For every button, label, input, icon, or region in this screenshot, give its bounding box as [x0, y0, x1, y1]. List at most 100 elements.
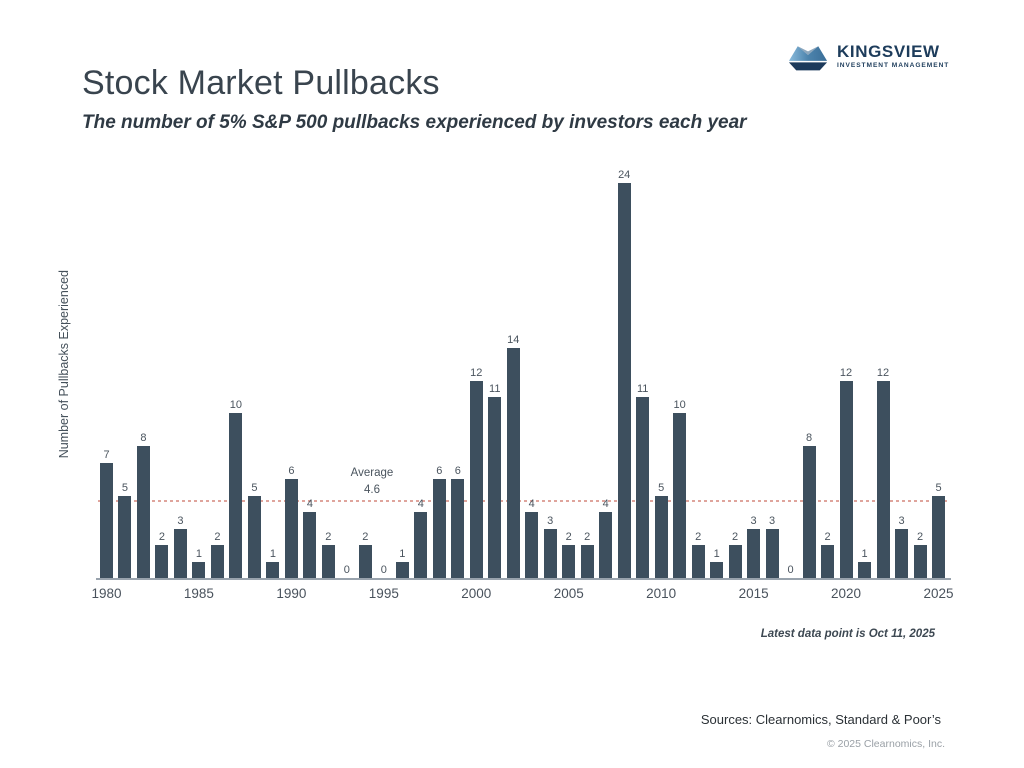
bar-2005: [562, 545, 576, 578]
bar-2014: [728, 545, 742, 578]
bar-value-label-2008: 24: [618, 169, 631, 181]
bar-value-label-2025: 5: [935, 481, 942, 494]
x-tick-2000: 2000: [461, 586, 492, 601]
crown-icon: [788, 46, 828, 71]
bar-2001: [488, 396, 502, 578]
bar-value-label-2004: 3: [547, 514, 554, 527]
bar-2000: [469, 380, 483, 578]
bar-2004: [543, 528, 557, 578]
bar-value-label-2017: 0: [787, 564, 794, 576]
bar-2007: [599, 512, 613, 578]
bar-value-label-1986: 2: [214, 531, 221, 544]
bar-1981: [118, 495, 132, 578]
bar-1989: [266, 561, 280, 578]
bar-1987: [229, 413, 243, 578]
bar-1982: [136, 446, 150, 578]
bar-value-label-1997: 4: [417, 498, 424, 511]
bar-1994: [358, 545, 372, 578]
x-tick-1985: 1985: [183, 586, 214, 601]
bar-2025: [932, 495, 945, 578]
bar-value-label-2010: 5: [658, 481, 665, 494]
page-title: Stock Market Pullbacks: [82, 64, 440, 102]
bar-1983: [155, 545, 169, 578]
bar-2024: [913, 545, 927, 578]
bar-value-label-1982: 8: [140, 432, 147, 445]
bar-value-label-1998: 6: [436, 465, 443, 478]
bar-1998: [432, 479, 446, 578]
bar-1999: [451, 479, 465, 578]
bar-value-label-1988: 5: [251, 481, 258, 494]
average-label-value: 4.6: [364, 483, 380, 496]
bar-2013: [710, 561, 724, 578]
bar-1992: [321, 545, 335, 578]
bar-value-label-1989: 1: [269, 547, 276, 560]
x-tick-1980: 1980: [91, 586, 122, 601]
bar-1985: [192, 561, 206, 578]
bar-value-label-1985: 1: [195, 547, 202, 560]
bar-2009: [636, 396, 650, 578]
bar-2006: [580, 545, 594, 578]
logo-name: KINGSVIEW: [837, 42, 940, 62]
bar-2002: [506, 347, 520, 578]
average-line: [98, 500, 949, 503]
bar-1986: [210, 545, 224, 578]
bar-2016: [765, 528, 779, 578]
bar-value-label-1996: 1: [399, 547, 406, 560]
bar-value-label-1995: 0: [380, 564, 387, 576]
average-label: Average 4.6: [340, 465, 404, 498]
bar-value-label-2019: 2: [824, 531, 831, 544]
bar-value-label-2002: 14: [507, 333, 520, 346]
copyright-text: © 2025 Clearnomics, Inc.: [826, 738, 945, 750]
bar-value-label-2020: 12: [839, 366, 853, 379]
page-subtitle: The number of 5% S&P 500 pullbacks exper…: [82, 112, 747, 133]
bar-1980: [100, 462, 113, 578]
bar-value-label-2007: 4: [602, 498, 609, 511]
bar-value-label-2013: 1: [713, 547, 720, 560]
bar-2003: [525, 512, 539, 578]
x-tick-2025: 2025: [923, 586, 954, 601]
bar-2010: [654, 495, 668, 578]
logo-tagline: INVESTMENT MANAGEMENT: [837, 62, 950, 70]
bar-value-label-1983: 2: [158, 531, 166, 544]
bar-value-label-2016: 3: [769, 514, 776, 527]
bar-2023: [895, 528, 909, 578]
bar-2008: [617, 183, 631, 578]
bar-1997: [414, 512, 428, 578]
x-tick-2005: 2005: [553, 586, 584, 601]
bar-1988: [247, 495, 261, 578]
bar-value-label-2011: 10: [673, 399, 686, 412]
bar-value-label-1984: 3: [177, 514, 184, 527]
bar-value-label-1980: 7: [103, 448, 110, 461]
latest-data-note: Latest data point is Oct 11, 2025: [760, 628, 935, 640]
bar-value-label-1994: 2: [362, 531, 369, 544]
x-tick-2010: 2010: [646, 586, 677, 601]
bar-value-label-2014: 2: [732, 531, 739, 544]
bar-value-label-2015: 3: [750, 514, 757, 527]
bar-value-label-1993: 0: [343, 564, 350, 576]
bar-value-label-2009: 11: [636, 382, 649, 395]
y-axis-label: Number of Pullbacks Experienced: [57, 270, 71, 459]
sources-text: Sources: Clearnomics, Standard & Poor’s: [700, 712, 941, 727]
bar-2011: [673, 413, 687, 578]
x-tick-2015: 2015: [738, 586, 769, 601]
bar-value-label-2003: 4: [528, 498, 535, 511]
bar-2015: [747, 528, 761, 578]
x-axis-line: [96, 578, 951, 580]
bar-value-label-1999: 6: [454, 465, 461, 478]
bar-2018: [802, 446, 816, 578]
bar-value-label-2024: 2: [916, 531, 924, 544]
bar-value-label-2023: 3: [898, 514, 905, 527]
bar-value-label-2006: 2: [584, 531, 591, 544]
bar-value-label-2012: 2: [695, 531, 702, 544]
bar-1991: [303, 512, 317, 578]
bar-2019: [821, 545, 835, 578]
bar-value-label-2018: 8: [806, 432, 813, 445]
bar-value-label-2005: 2: [565, 531, 572, 544]
bar-2012: [691, 545, 705, 578]
bar-2020: [839, 380, 853, 578]
kingsview-logo: KINGSVIEW INVESTMENT MANAGEMENT: [786, 40, 949, 73]
bar-value-label-1991: 4: [306, 498, 313, 511]
bar-value-label-2022: 12: [876, 366, 890, 379]
x-tick-2020: 2020: [831, 586, 862, 601]
